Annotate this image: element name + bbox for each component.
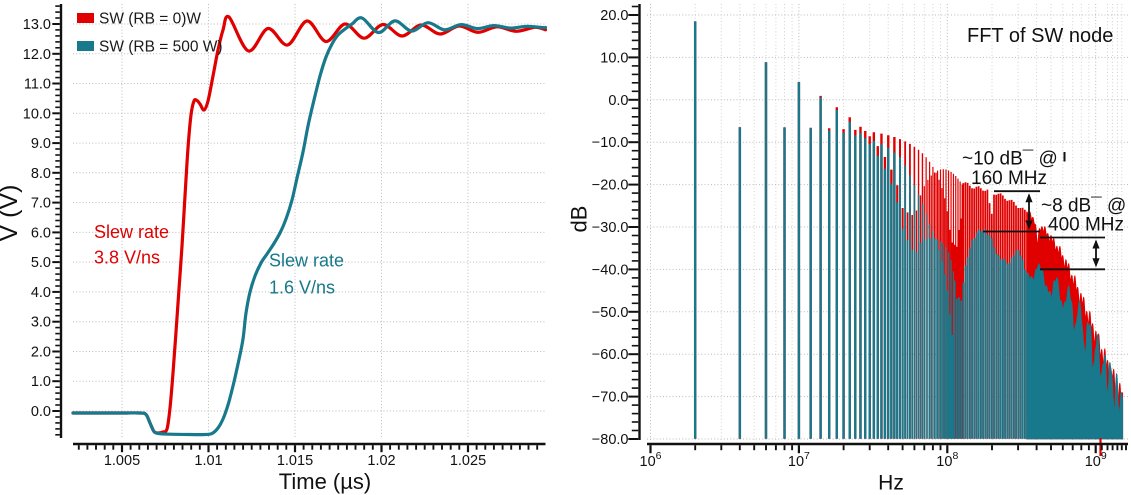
- svg-text:8.0: 8.0: [31, 166, 51, 182]
- svg-text:12.0: 12.0: [23, 47, 51, 63]
- svg-text:3.0: 3.0: [31, 315, 51, 331]
- svg-text:~8 dB¯ @: ~8 dB¯ @: [1041, 196, 1126, 217]
- svg-text:−50.0: −50.0: [592, 305, 629, 321]
- svg-text:−40.0: −40.0: [592, 262, 629, 278]
- svg-text:V (V): V (V): [0, 185, 23, 242]
- svg-text:20.0: 20.0: [600, 8, 628, 24]
- svg-text:2.0: 2.0: [31, 345, 51, 361]
- svg-text:−10.0: −10.0: [592, 135, 629, 151]
- svg-text:−80.0: −80.0: [592, 432, 629, 448]
- svg-text:10.0: 10.0: [600, 50, 628, 66]
- svg-text:1.01: 1.01: [194, 453, 222, 469]
- svg-text:1.015: 1.015: [277, 453, 313, 469]
- svg-text:7.0: 7.0: [31, 196, 51, 212]
- svg-text:6.0: 6.0: [31, 225, 51, 241]
- svg-text:SW (RB = 500 W): SW (RB = 500 W): [99, 39, 223, 56]
- svg-text:FFT of SW node: FFT of SW node: [967, 25, 1113, 47]
- svg-text:160 MHz: 160 MHz: [971, 168, 1047, 189]
- svg-text:11.0: 11.0: [24, 77, 51, 93]
- svg-text:1.6 V/ns: 1.6 V/ns: [269, 278, 335, 298]
- svg-text:−70.0: −70.0: [592, 390, 629, 406]
- svg-text:3.8 V/ns: 3.8 V/ns: [94, 248, 160, 268]
- svg-text:SW (RB = 0)W: SW (RB = 0)W: [99, 11, 201, 28]
- svg-text:1.0: 1.0: [31, 374, 51, 390]
- svg-text:dB: dB: [567, 206, 592, 233]
- svg-text:Hz: Hz: [878, 472, 904, 495]
- svg-text:0.0: 0.0: [31, 404, 51, 420]
- svg-text:10.0: 10.0: [23, 106, 51, 122]
- svg-text:400 MHz: 400 MHz: [1048, 215, 1124, 236]
- svg-text:4.0: 4.0: [31, 285, 51, 301]
- svg-text:−60.0: −60.0: [592, 347, 629, 363]
- svg-text:~10 dB¯ @: ~10 dB¯ @: [962, 149, 1058, 170]
- svg-text:1.005: 1.005: [104, 453, 140, 469]
- svg-text:9.0: 9.0: [31, 136, 51, 152]
- svg-text:−30.0: −30.0: [592, 220, 629, 236]
- svg-text:Time (µs): Time (µs): [279, 469, 372, 494]
- svg-text:0.0: 0.0: [608, 93, 628, 109]
- svg-text:13.0: 13.0: [23, 17, 51, 33]
- svg-text:Slew rate: Slew rate: [94, 222, 169, 242]
- svg-text:−20.0: −20.0: [592, 178, 629, 194]
- svg-text:1.025: 1.025: [450, 453, 486, 469]
- svg-text:5.0: 5.0: [31, 255, 51, 271]
- svg-text:Slew rate: Slew rate: [269, 251, 344, 271]
- svg-text:1.02: 1.02: [367, 453, 395, 469]
